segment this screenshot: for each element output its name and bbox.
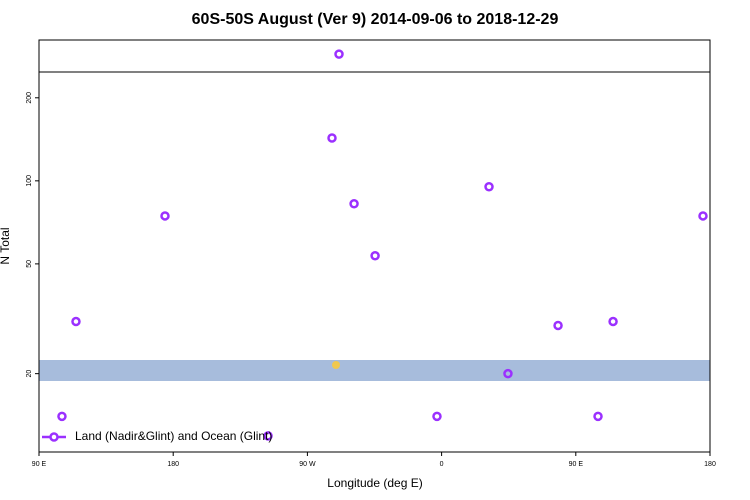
x-tick-label: 90 W [299, 461, 316, 468]
point [698, 211, 708, 221]
x-tick-label: 90 E [569, 461, 584, 468]
point [370, 251, 380, 261]
legend-marker [49, 432, 59, 442]
x-tick-label: 90 E [32, 461, 47, 468]
point [349, 198, 359, 209]
point [593, 411, 603, 422]
point [327, 133, 337, 143]
y-tick-label: 100 [26, 175, 33, 187]
y-tick-label: 200 [26, 92, 33, 104]
chart-title: 60S-50S August (Ver 9) 2014-09-06 to 201… [192, 11, 559, 28]
point [484, 181, 494, 192]
land-patch [332, 361, 340, 369]
point [263, 431, 273, 441]
x-tick-label: 180 [167, 461, 179, 468]
point [57, 411, 67, 422]
point [432, 411, 442, 422]
point [334, 49, 344, 59]
y-tick-label: 20 [26, 370, 33, 378]
y-axis-label: N Total [0, 227, 12, 264]
point [71, 316, 81, 327]
y-tick-label: 50 [26, 260, 33, 268]
legend-label: Land (Nadir&Glint) and Ocean (Glint) [75, 429, 272, 443]
plot-frame [38, 39, 711, 453]
map-band [39, 360, 710, 381]
point [160, 211, 170, 221]
x-axis-label: Longitude (deg E) [327, 476, 422, 490]
x-tick-label: 180 [704, 461, 716, 468]
point [608, 316, 618, 327]
point [553, 320, 563, 331]
point [503, 368, 513, 379]
x-tick-label: 0 [440, 461, 444, 468]
